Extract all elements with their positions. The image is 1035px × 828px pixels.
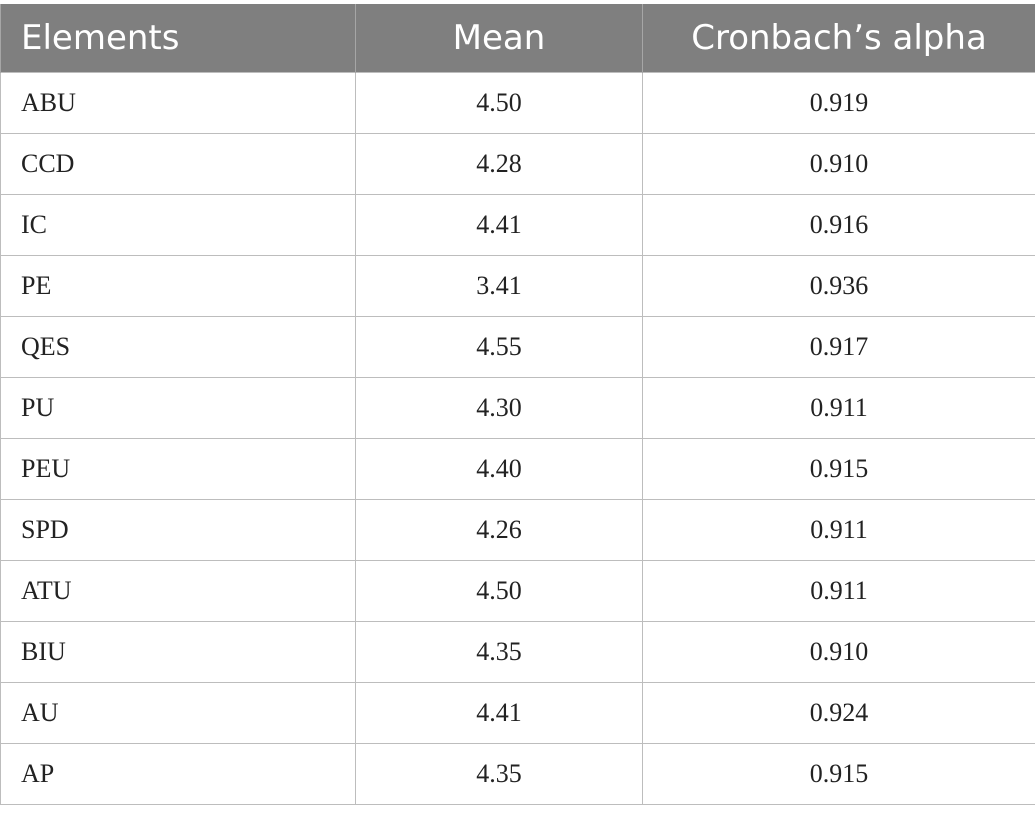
- table-row: ATU 4.50 0.911: [0, 560, 1035, 622]
- cell-mean: 4.28: [355, 133, 643, 195]
- cell-mean: 4.35: [355, 621, 643, 683]
- cell-element: PU: [0, 377, 356, 439]
- cell-cronbachs-alpha: 0.911: [642, 560, 1035, 622]
- cell-cronbachs-alpha: 0.915: [642, 743, 1035, 805]
- table-row: PE 3.41 0.936: [0, 255, 1035, 317]
- header-cronbachs-alpha: Cronbach’s alpha: [642, 4, 1035, 73]
- cell-element: IC: [0, 194, 356, 256]
- table-row: ABU 4.50 0.919: [0, 72, 1035, 134]
- cell-mean: 4.41: [355, 194, 643, 256]
- cell-element: PEU: [0, 438, 356, 500]
- cell-element: BIU: [0, 621, 356, 683]
- cell-cronbachs-alpha: 0.916: [642, 194, 1035, 256]
- cell-element: ABU: [0, 72, 356, 134]
- cell-mean: 4.55: [355, 316, 643, 378]
- cell-mean: 4.26: [355, 499, 643, 561]
- cell-element: ATU: [0, 560, 356, 622]
- table-row: IC 4.41 0.916: [0, 194, 1035, 256]
- cell-mean: 3.41: [355, 255, 643, 317]
- cell-cronbachs-alpha: 0.911: [642, 377, 1035, 439]
- cell-cronbachs-alpha: 0.910: [642, 621, 1035, 683]
- cell-cronbachs-alpha: 0.936: [642, 255, 1035, 317]
- cell-element: AU: [0, 682, 356, 744]
- cell-element: SPD: [0, 499, 356, 561]
- data-table-container: Elements Mean Cronbach’s alpha ABU 4.50 0.…: [0, 4, 1035, 805]
- cell-cronbachs-alpha: 0.924: [642, 682, 1035, 744]
- cell-mean: 4.35: [355, 743, 643, 805]
- cell-mean: 4.50: [355, 72, 643, 134]
- cell-cronbachs-alpha: 0.917: [642, 316, 1035, 378]
- cell-cronbachs-alpha: 0.911: [642, 499, 1035, 561]
- header-mean: Mean: [355, 4, 643, 73]
- cell-element: QES: [0, 316, 356, 378]
- table-row: PEU 4.40 0.915: [0, 438, 1035, 500]
- data-table: Elements Mean Cronbach’s alpha ABU 4.50 0.…: [0, 4, 1035, 805]
- cell-mean: 4.41: [355, 682, 643, 744]
- table-row: SPD 4.26 0.911: [0, 499, 1035, 561]
- cell-element: AP: [0, 743, 356, 805]
- table-header: Elements Mean Cronbach’s alpha: [0, 4, 1035, 73]
- table-body: ABU 4.50 0.919 CCD 4.28 0.910 IC 4.41 0.916 PE 3.4…: [0, 72, 1035, 805]
- table-row: BIU 4.35 0.910: [0, 621, 1035, 683]
- table-row: QES 4.55 0.917: [0, 316, 1035, 378]
- cell-element: PE: [0, 255, 356, 317]
- header-row: Elements Mean Cronbach’s alpha: [0, 4, 1035, 73]
- table-row: PU 4.30 0.911: [0, 377, 1035, 439]
- cell-mean: 4.30: [355, 377, 643, 439]
- table-row: AU 4.41 0.924: [0, 682, 1035, 744]
- header-elements: Elements: [0, 4, 356, 73]
- table-row: AP 4.35 0.915: [0, 743, 1035, 805]
- cell-element: CCD: [0, 133, 356, 195]
- table-row: CCD 4.28 0.910: [0, 133, 1035, 195]
- cell-cronbachs-alpha: 0.910: [642, 133, 1035, 195]
- cell-mean: 4.40: [355, 438, 643, 500]
- cell-cronbachs-alpha: 0.915: [642, 438, 1035, 500]
- cell-cronbachs-alpha: 0.919: [642, 72, 1035, 134]
- cell-mean: 4.50: [355, 560, 643, 622]
